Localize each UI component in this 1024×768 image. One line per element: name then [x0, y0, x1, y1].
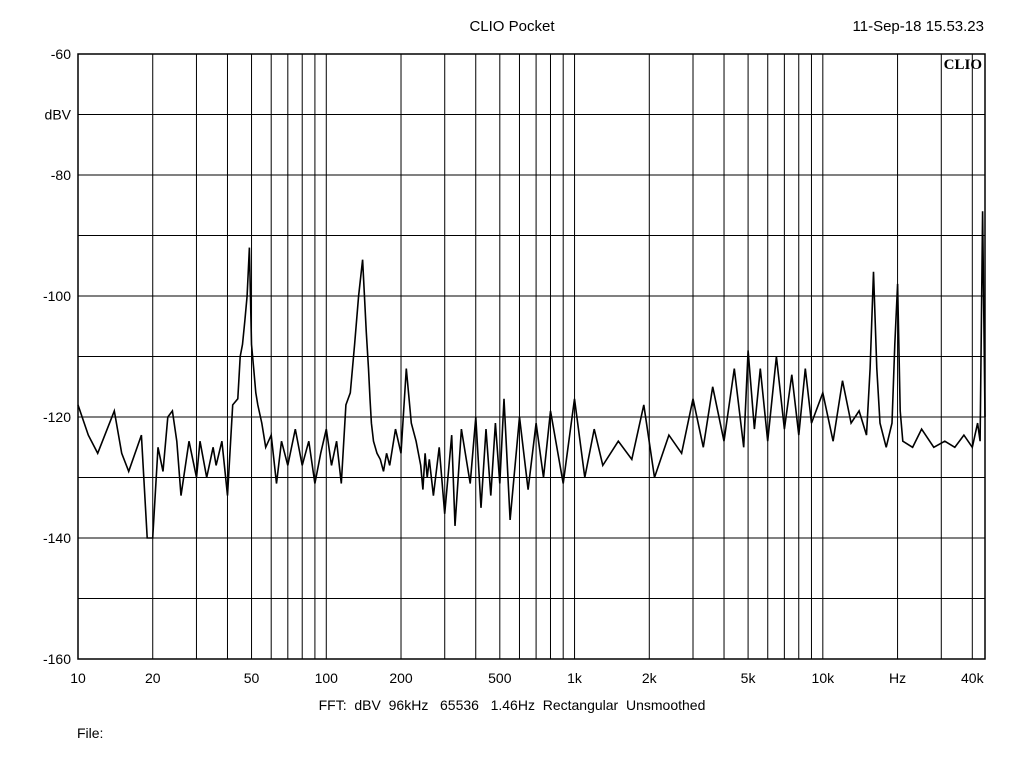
x-tick-label: 10k: [812, 670, 836, 686]
x-tick-label: Hz: [889, 670, 906, 686]
spectrum-line: [77, 211, 986, 539]
y-axis-ticks: -60 -80 -100 -120 -140 -160: [43, 46, 71, 667]
x-tick-label: 1k: [567, 670, 583, 686]
x-tick-label: 200: [389, 670, 413, 686]
y-tick-label: -100: [43, 288, 71, 304]
x-tick-label: 20: [145, 670, 161, 686]
y-tick-label: -160: [43, 651, 71, 667]
y-tick-label: -60: [51, 46, 71, 62]
y-axis-label: dBV: [45, 107, 72, 123]
x-tick-label: 500: [488, 670, 512, 686]
x-tick-label: 5k: [741, 670, 757, 686]
x-tick-label: 2k: [642, 670, 658, 686]
y-tick-label: -80: [51, 167, 71, 183]
y-tick-label: -140: [43, 530, 71, 546]
fft-settings: FFT: dBV 96kHz 65536 1.46Hz Rectangular …: [318, 697, 706, 713]
timestamp: 11-Sep-18 15.53.23: [852, 18, 985, 35]
x-tick-label: 40k: [961, 670, 985, 686]
file-label: File:: [77, 725, 104, 741]
y-tick-label: -120: [43, 409, 71, 425]
grid: [78, 54, 985, 659]
clio-logo: CLIO: [944, 57, 982, 73]
chart-title: CLIO Pocket: [469, 18, 555, 35]
x-tick-label: 10: [70, 670, 86, 686]
x-tick-label: 50: [244, 670, 260, 686]
x-axis-ticks: 10 20 50 100 200 500 1k 2k 5k 10k Hz 40k: [70, 670, 984, 686]
x-tick-label: 100: [315, 670, 339, 686]
